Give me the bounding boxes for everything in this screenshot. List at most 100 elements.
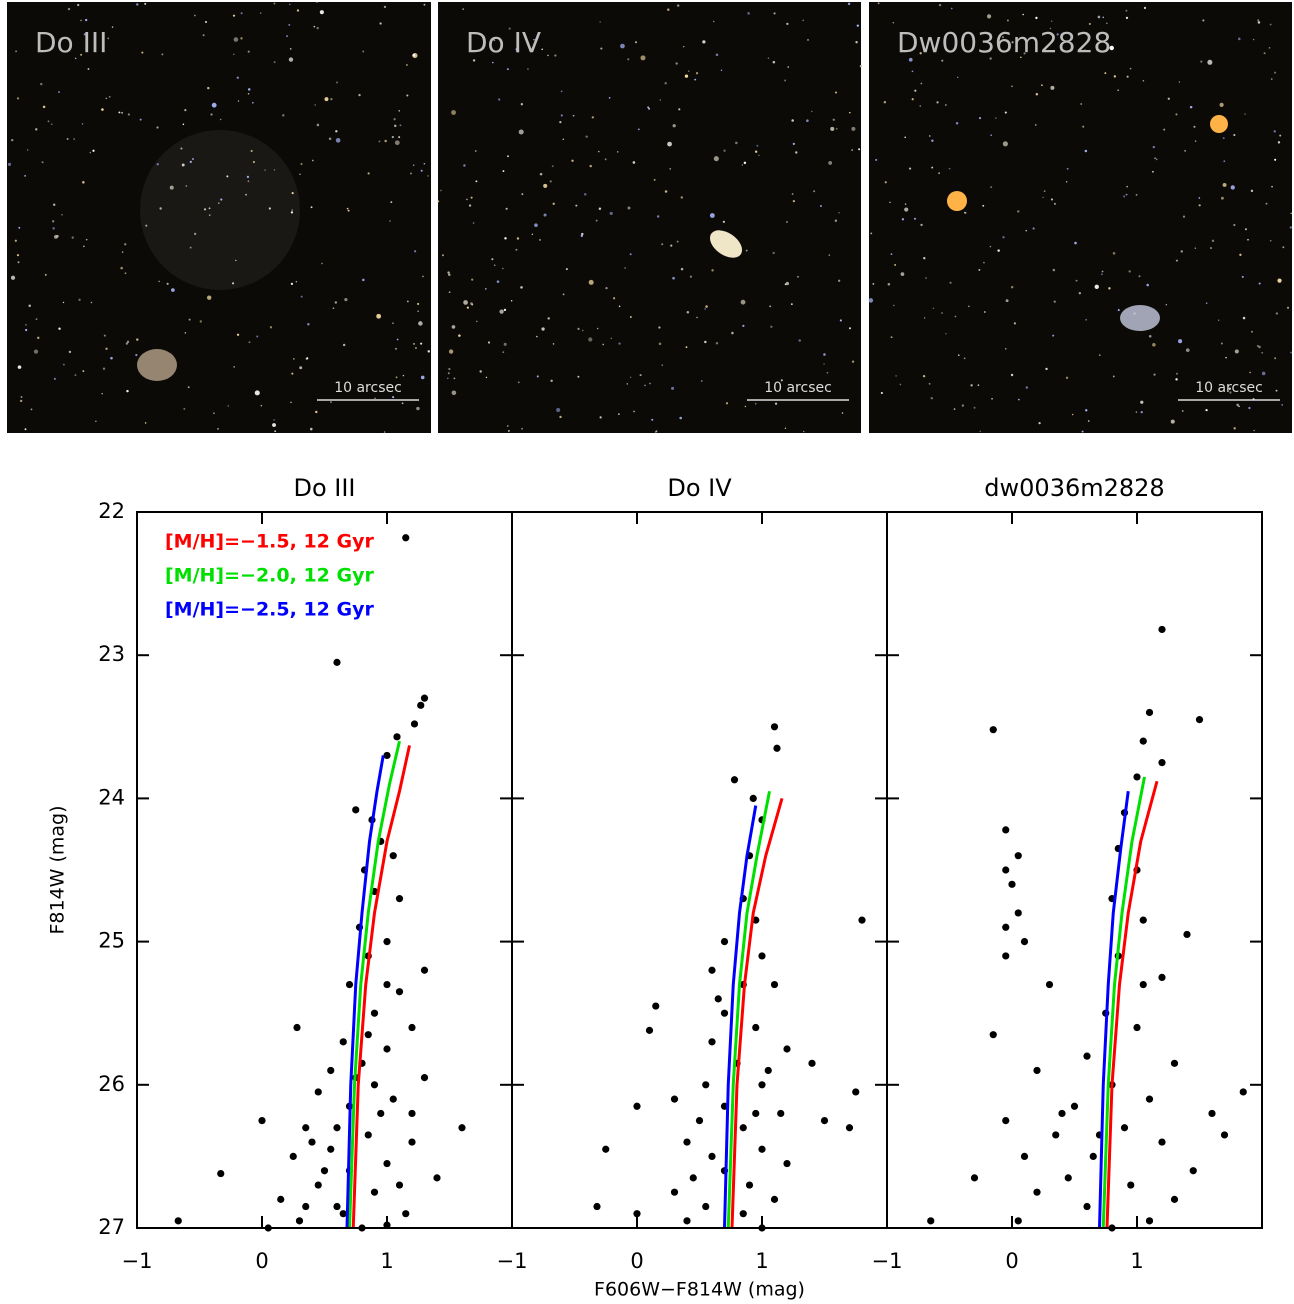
- star: [233, 53, 235, 56]
- x-axis-label: F606W−F814W (mag): [594, 1279, 805, 1301]
- star: [136, 3, 139, 6]
- star: [1081, 430, 1084, 433]
- star: [599, 21, 601, 23]
- star: [930, 396, 934, 400]
- star: [802, 19, 805, 22]
- star: [1045, 367, 1048, 371]
- star: [245, 193, 248, 196]
- star: [240, 12, 243, 15]
- star: [957, 354, 960, 356]
- star: [1022, 13, 1024, 16]
- star: [1154, 157, 1156, 160]
- data-point: [645, 1026, 654, 1034]
- star: [547, 317, 550, 320]
- data-point: [739, 1210, 747, 1218]
- star: [1271, 185, 1273, 188]
- star: [900, 272, 905, 276]
- star: [893, 304, 895, 307]
- star: [1004, 111, 1007, 114]
- data-point: [708, 1038, 716, 1046]
- star: [463, 164, 466, 167]
- star: [1194, 140, 1197, 142]
- star: [560, 114, 563, 117]
- star: [1180, 250, 1183, 253]
- star: [220, 198, 223, 201]
- star: [585, 135, 588, 138]
- data-point: [314, 1181, 322, 1189]
- star: [1104, 72, 1107, 74]
- data-point: [720, 938, 729, 946]
- data-point: [1002, 1117, 1010, 1125]
- star: [233, 37, 239, 42]
- star: [961, 404, 965, 407]
- data-point: [1133, 773, 1141, 781]
- image-panel: Do III 10 arcsec: [7, 1, 431, 433]
- star: [319, 10, 324, 15]
- data-point: [377, 1109, 385, 1118]
- star: [259, 12, 262, 14]
- star: [254, 390, 260, 396]
- data-point: [352, 806, 360, 814]
- panel-title: Do IV: [667, 474, 732, 502]
- star: [1125, 9, 1128, 12]
- star: [723, 149, 726, 152]
- star: [453, 377, 456, 380]
- data-point: [683, 1217, 691, 1225]
- star: [1287, 306, 1290, 309]
- star: [406, 94, 409, 97]
- star: [1275, 389, 1278, 392]
- star: [989, 57, 992, 60]
- star: [689, 275, 693, 278]
- star: [427, 350, 431, 353]
- star: [247, 180, 250, 182]
- star: [268, 207, 271, 210]
- star: [560, 90, 563, 93]
- star: [310, 206, 313, 209]
- star: [87, 68, 90, 70]
- data-point: [1139, 916, 1147, 924]
- star: [502, 170, 505, 172]
- star: [661, 364, 664, 366]
- data-point: [1158, 1138, 1166, 1146]
- x-tick-label: 1: [755, 1249, 768, 1273]
- star: [527, 68, 529, 70]
- star: [695, 72, 699, 75]
- star: [851, 126, 856, 131]
- star: [1263, 52, 1266, 55]
- star: [1098, 354, 1101, 357]
- bright-star: [1210, 115, 1228, 133]
- star: [1277, 141, 1281, 144]
- star: [908, 167, 912, 170]
- star: [1066, 167, 1069, 170]
- star: [589, 164, 592, 168]
- star: [932, 307, 935, 310]
- star: [1225, 356, 1227, 359]
- data-point: [1014, 852, 1022, 860]
- data-point: [395, 1181, 404, 1189]
- star: [1247, 238, 1249, 241]
- star: [487, 341, 491, 344]
- star: [920, 223, 923, 227]
- star: [605, 286, 608, 290]
- star: [565, 268, 568, 271]
- data-point: [383, 980, 391, 989]
- star: [1050, 20, 1053, 22]
- star: [678, 108, 681, 111]
- legend-entry: [M/H]=−2.0, 12 Gyr: [165, 565, 374, 587]
- star: [472, 59, 476, 62]
- star: [694, 78, 697, 81]
- star: [713, 156, 719, 162]
- star: [904, 207, 909, 212]
- star: [1125, 16, 1129, 20]
- star: [744, 405, 747, 408]
- scale-label: 10 arcsec: [1195, 380, 1263, 396]
- star: [1229, 391, 1232, 394]
- star: [299, 173, 301, 175]
- star: [14, 239, 17, 242]
- star: [1233, 133, 1236, 137]
- data-point: [989, 726, 997, 734]
- data-point: [370, 1188, 379, 1196]
- data-point: [389, 852, 397, 860]
- sky: [869, 2, 1292, 433]
- star: [687, 70, 690, 72]
